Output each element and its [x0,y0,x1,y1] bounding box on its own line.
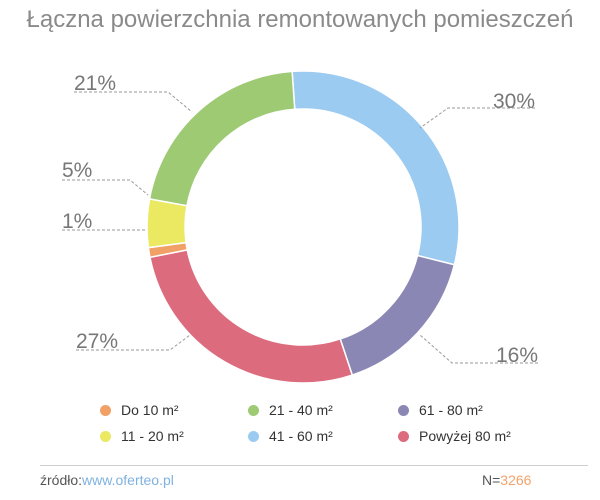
legend-label: 11 - 20 m² [121,428,184,444]
leader-line-21-40-m [74,91,193,113]
legend-item-powy-ej-80-m: Powyżej 80 m² [398,428,568,444]
data-label-powy-ej-80-m: 27% [76,330,118,353]
donut-chart: 30% 16% 27% 1% 5% 21% [62,70,538,384]
legend-label: Powyżej 80 m² [419,428,511,444]
legend-label: 61 - 80 m² [419,402,483,418]
chart-legend: Do 10 m² 21 - 40 m² 61 - 80 m² 11 - 20 m² 41… [100,402,570,444]
legend-item-11-20-m: 11 - 20 m² [100,428,248,444]
legend-item-61-80-m: 61 - 80 m² [398,402,568,418]
slice-21-40-m [148,70,296,207]
legend-swatch [398,404,409,416]
slice-61-80-m [339,254,456,376]
sample-size-label: N= [482,472,501,488]
sample-size: N=3266 [482,472,531,488]
legend-swatch [398,430,409,442]
source-text: źródło:www.oferteo.pl [40,472,174,488]
data-label-11-20-m: 5% [62,159,92,182]
legend-label: 21 - 40 m² [269,402,333,418]
data-label-41-60-m: 30% [493,90,535,113]
leader-line-powy-ej-80-m [76,334,191,351]
data-label-do-10-m: 1% [62,210,92,233]
slice-41-60-m [291,70,460,266]
data-label-61-80-m: 16% [496,344,538,367]
footer-divider [40,465,588,466]
legend-item-21-40-m: 21 - 40 m² [248,402,398,418]
leader-line-41-60-m [419,107,535,129]
legend-label: 41 - 60 m² [269,428,333,444]
data-label-21-40-m: 21% [74,72,116,95]
leader-line-61-80-m [419,334,538,364]
legend-swatch [100,430,111,442]
legend-item-do-10-m: Do 10 m² [100,402,248,418]
legend-item-41-60-m: 41 - 60 m² [248,428,398,444]
sample-size-value: 3266 [500,472,532,488]
slice-11-20-m [146,197,188,249]
legend-label: Do 10 m² [121,402,179,418]
slice-powy-ej-80-m [149,249,354,384]
source-link[interactable]: www.oferteo.pl [82,472,174,488]
legend-swatch [248,430,259,442]
leader-line-11-20-m [62,179,149,196]
legend-swatch [248,404,259,416]
legend-swatch [100,404,111,416]
source-label: źródło: [40,472,83,488]
chart-title: Łączna powierzchnia remontowanych pomies… [26,6,574,33]
